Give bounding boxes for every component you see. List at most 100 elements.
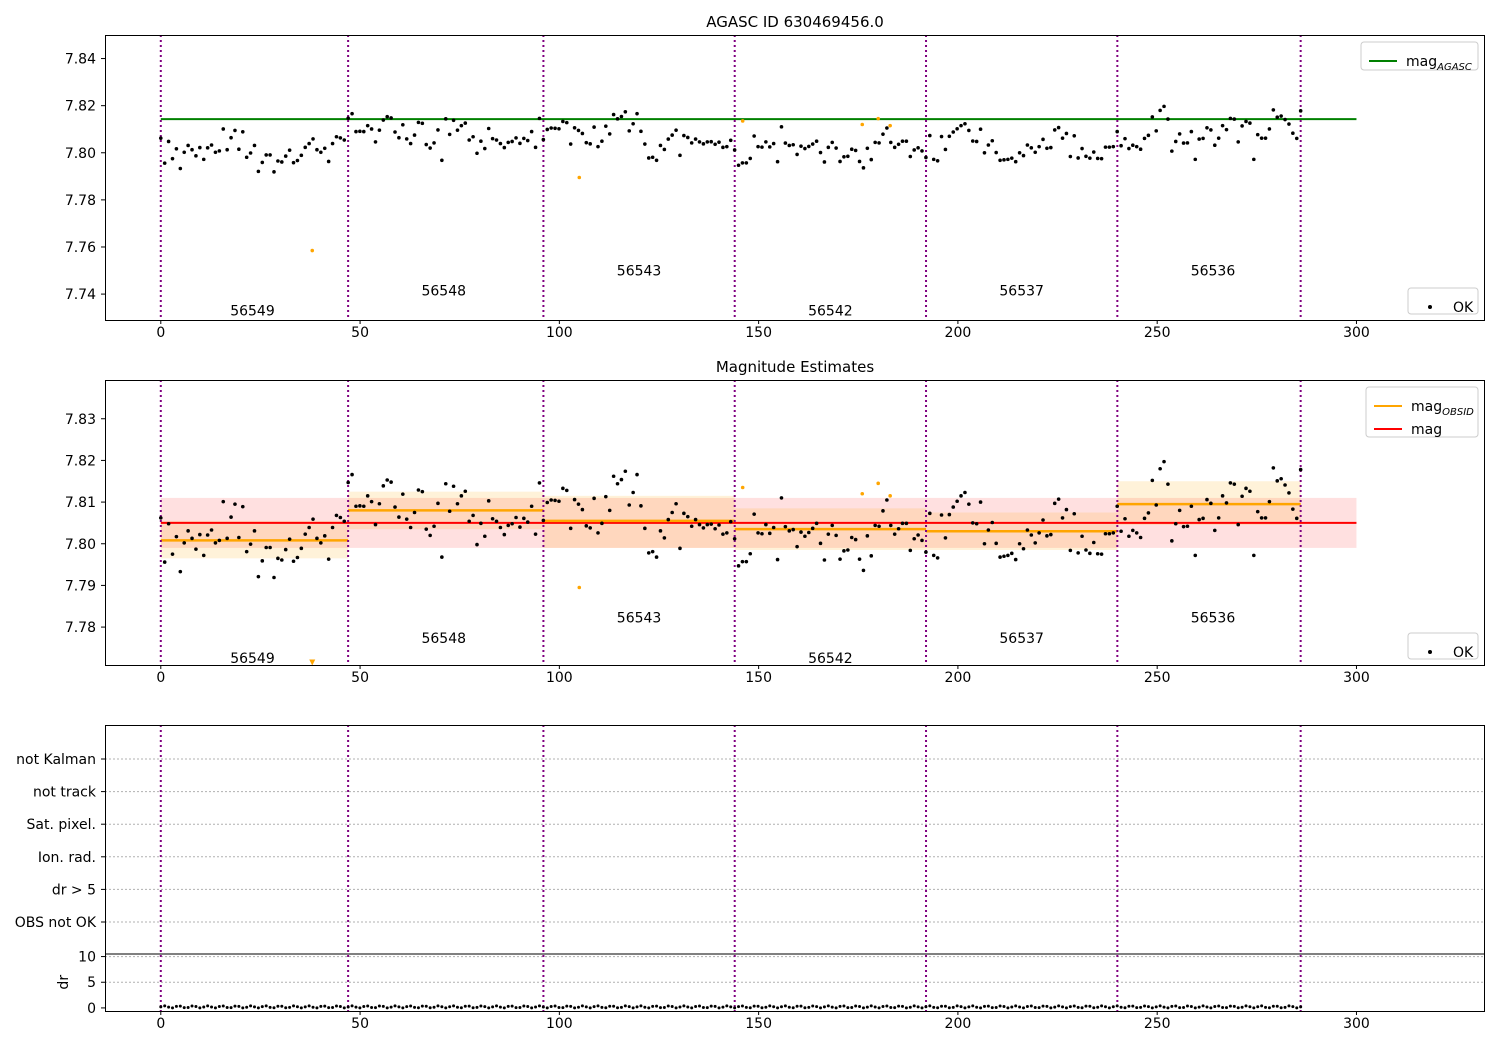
data-point-ok [537,116,542,121]
flag-row-label: not Kalman [16,752,96,768]
data-point-ok [1173,521,1178,526]
data-point-ok [471,513,475,518]
legend-box [1407,632,1479,660]
data-point-ok [935,158,940,163]
data-point-ok [908,548,913,553]
data-point-ok [619,477,624,482]
dr-point [467,1004,471,1008]
data-point-ok [584,140,589,145]
dr-point [1189,1004,1193,1008]
dr-point [795,1004,799,1008]
data-point-ok [381,118,386,122]
dr-point [819,1006,823,1010]
data-point-ok [233,502,237,506]
data-point-ok [256,169,261,174]
data-point-ok [650,549,655,554]
data-point-ok [1006,157,1010,162]
data-point-ok [931,553,936,558]
dr-point [1193,1006,1197,1010]
data-point-ok [483,534,487,539]
data-point-outlier [860,122,865,127]
data-point-ok [799,530,803,534]
dr-point [1267,1006,1271,1010]
data-point-ok [1259,136,1264,140]
data-point-ok [1232,482,1237,486]
data-point-ok [557,499,561,504]
dr-point [549,1005,553,1009]
data-point-ok [393,130,397,134]
dr-point [1299,1005,1303,1009]
panel-agasc-title: AGASC ID 630469456.0 [706,13,884,31]
data-point-ok [1248,489,1252,494]
dr-point [237,1004,241,1008]
data-point-ok [369,499,374,504]
data-point-ok [1029,533,1034,537]
data-point-outlier [876,116,880,121]
dr-point [647,1006,651,1010]
dr-point [186,1006,190,1010]
panel-agasc-frame [105,35,1485,321]
data-point-ok [1267,499,1272,504]
y-tick-label: 7.80 [65,146,96,162]
data-point-ok [217,538,222,543]
data-point-ok [401,122,405,127]
data-point-ok [248,542,253,546]
data-point-ok [842,154,846,159]
dr-point [561,1006,565,1010]
data-point-ok [1150,478,1155,483]
data-point-ok [280,558,284,562]
data-point-ok [1255,509,1260,514]
x-tick-label: 200 [945,1016,972,1032]
data-point-ok [580,131,585,136]
x-tick-label: 50 [351,670,369,686]
dr-point [1045,1004,1049,1008]
dr-point [307,1004,311,1008]
dr-point [576,1005,580,1009]
data-point-ok [631,490,635,495]
data-point-ok [584,524,589,528]
data-point-ok [178,569,183,574]
data-point-ok [1080,146,1084,151]
dr-point [409,1004,413,1008]
dr-point [557,1005,561,1009]
data-point-outlier [310,248,315,253]
data-point-ok [1181,524,1186,529]
data-point-ok [826,145,831,150]
data-point-ok [412,133,417,137]
data-point-ok [670,133,674,137]
data-point-ok [209,528,214,532]
data-point-ok [420,489,425,494]
data-point-ok [1154,129,1159,133]
data-point-ok [689,524,694,529]
x-tick-label: 50 [351,1016,369,1032]
data-point-ok [685,135,690,140]
data-point-ok [623,469,628,474]
data-point-outlier [888,123,892,128]
data-point-ok [342,138,347,142]
data-point-ok [533,145,538,150]
data-point-ok [1009,551,1014,556]
dr-point [1154,1005,1158,1009]
data-point-ok [572,126,577,130]
dr-point [444,1006,448,1010]
data-point-ok [928,133,932,138]
data-point-ok [974,139,979,144]
data-point-ok [635,111,639,116]
data-point-ok [682,511,686,516]
data-point-ok [194,547,198,551]
data-point-ok [514,515,518,520]
legend-box [1365,386,1479,438]
dr-point [963,1006,967,1010]
data-point-ok [709,522,714,526]
data-point-outlier [876,481,880,486]
dr-point [971,1004,975,1008]
data-point-ok [764,140,768,144]
dr-point [998,1004,1002,1008]
dr-point [475,1005,479,1009]
data-point-ok [998,555,1002,559]
data-point-ok [861,568,866,573]
dr-point [1224,1006,1228,1010]
data-point-ok [561,119,565,124]
data-point-ok [771,141,776,146]
data-point-ok [295,158,300,163]
